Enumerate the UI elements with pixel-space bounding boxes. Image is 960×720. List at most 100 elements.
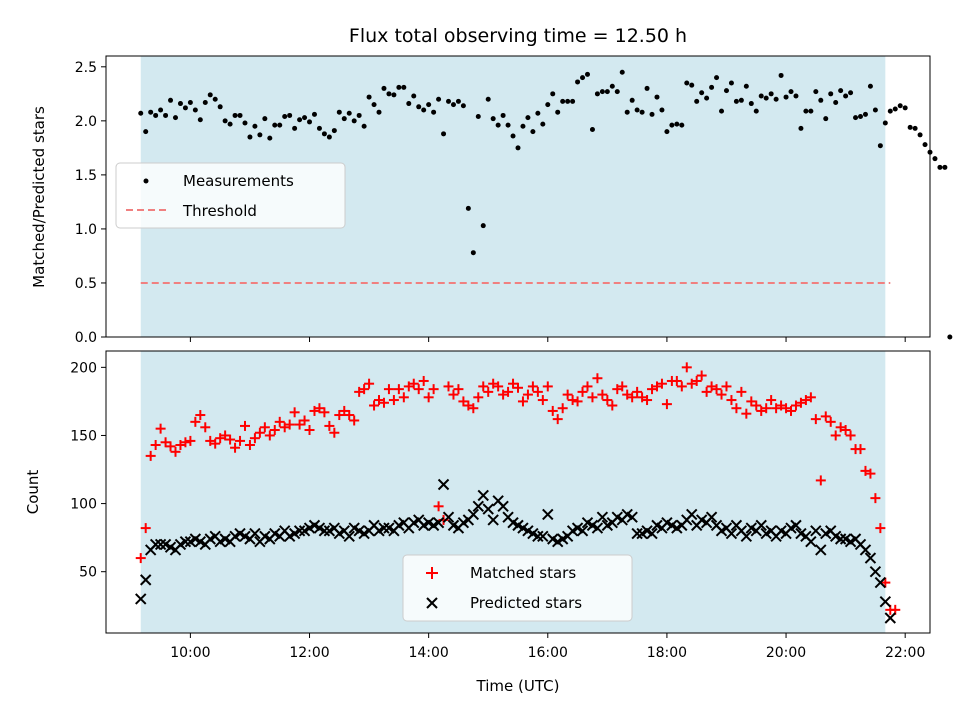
predicted-point bbox=[864, 552, 877, 564]
measurement-point bbox=[882, 120, 888, 126]
measurement-point bbox=[887, 108, 893, 114]
measurement-point bbox=[510, 133, 516, 139]
x-tick-label: 14:00 bbox=[408, 645, 448, 661]
matched-point bbox=[393, 384, 404, 395]
matched-point bbox=[329, 427, 340, 438]
measurement-point bbox=[862, 111, 868, 117]
measurement-point bbox=[431, 109, 437, 115]
measurement-point bbox=[197, 117, 203, 123]
predicted-point bbox=[815, 544, 827, 556]
predicted-point bbox=[755, 519, 767, 532]
measurement-point bbox=[277, 122, 283, 128]
measurement-point bbox=[222, 118, 228, 124]
measurement-point bbox=[619, 69, 625, 75]
predicted-point bbox=[725, 527, 738, 540]
matched-point bbox=[855, 444, 866, 455]
matched-point bbox=[344, 410, 355, 421]
measurement-point bbox=[798, 125, 804, 131]
matched-point bbox=[870, 493, 881, 504]
measurement-point bbox=[262, 116, 268, 122]
measurement-point bbox=[694, 98, 700, 104]
measurement-point bbox=[455, 98, 461, 104]
matched-point bbox=[786, 405, 797, 416]
measurement-point bbox=[177, 101, 183, 107]
matched-point bbox=[483, 386, 494, 397]
predicted-point bbox=[437, 478, 450, 491]
count-y-ticks: 50 100 150 200 bbox=[70, 360, 106, 581]
matched-point bbox=[517, 396, 528, 407]
matched-point bbox=[180, 437, 191, 448]
measurement-point bbox=[158, 107, 164, 113]
x-tick-label: 12:00 bbox=[289, 645, 329, 661]
measurement-point bbox=[267, 135, 273, 141]
matched-point bbox=[582, 381, 593, 392]
matched-point bbox=[383, 384, 394, 395]
predicted-point bbox=[859, 544, 872, 556]
matched-point bbox=[736, 386, 747, 397]
measurement-point bbox=[833, 99, 839, 105]
matched-point bbox=[627, 392, 638, 403]
ratio-y-axis-label: Matched/Predicted stars bbox=[30, 106, 48, 288]
matched-point bbox=[656, 378, 667, 389]
measurement-point bbox=[535, 110, 541, 116]
measurement-point bbox=[515, 145, 521, 151]
measurement-point bbox=[292, 125, 298, 131]
y-tick-label: 2.5 bbox=[75, 60, 97, 76]
measurement-point bbox=[853, 115, 859, 121]
measurement-point bbox=[495, 122, 501, 128]
matched-point bbox=[190, 416, 201, 427]
measurement-point bbox=[793, 93, 799, 99]
measurement-point bbox=[614, 89, 620, 95]
measurement-point bbox=[331, 128, 337, 134]
measurement-point bbox=[311, 111, 317, 117]
measurement-point bbox=[401, 84, 407, 90]
measurement-point bbox=[282, 114, 288, 120]
measurement-point bbox=[500, 112, 506, 118]
predicted-point bbox=[542, 508, 554, 521]
measurement-point bbox=[297, 117, 303, 123]
measurement-point bbox=[922, 142, 928, 148]
y-tick-label: 0.0 bbox=[75, 330, 97, 346]
measurement-point bbox=[778, 72, 784, 78]
measurement-point bbox=[689, 82, 695, 88]
measurement-point bbox=[828, 91, 834, 97]
measurement-point bbox=[719, 108, 725, 114]
count-legend: Matched stars Predicted stars bbox=[402, 554, 633, 622]
legend-threshold-label: Threshold bbox=[182, 202, 257, 220]
measurement-point bbox=[525, 115, 531, 121]
measurement-point bbox=[684, 80, 690, 86]
matched-point bbox=[607, 400, 618, 411]
measurement-point bbox=[818, 97, 824, 103]
matched-point bbox=[135, 553, 146, 564]
measurement-point bbox=[584, 71, 590, 77]
matched-point bbox=[473, 392, 484, 403]
matched-point bbox=[388, 395, 399, 406]
matched-point bbox=[140, 523, 151, 534]
matched-point bbox=[423, 392, 434, 403]
matched-point bbox=[587, 392, 598, 403]
matched-point bbox=[269, 425, 280, 436]
measurement-point bbox=[723, 88, 729, 94]
matched-point bbox=[513, 382, 523, 393]
predicted-point bbox=[140, 574, 152, 586]
matched-point bbox=[547, 405, 558, 416]
predicted-point bbox=[686, 508, 698, 521]
matched-point bbox=[369, 400, 380, 411]
matched-point bbox=[875, 523, 886, 534]
matched-point bbox=[537, 395, 548, 406]
matched-point bbox=[632, 386, 643, 397]
predicted-point bbox=[869, 565, 882, 578]
measurement-point bbox=[783, 94, 789, 100]
measurement-point bbox=[351, 118, 357, 124]
matched-point bbox=[413, 384, 424, 395]
measurement-point bbox=[346, 110, 352, 116]
legend-measurements-marker bbox=[143, 178, 149, 184]
measurement-point bbox=[604, 89, 610, 95]
measurement-point bbox=[470, 250, 476, 256]
predicted-point bbox=[467, 508, 480, 521]
matched-point bbox=[701, 386, 712, 397]
predicted-point bbox=[646, 527, 658, 540]
measurement-point bbox=[163, 112, 169, 118]
matched-point bbox=[810, 414, 821, 425]
legend-matched-label: Matched stars bbox=[470, 564, 576, 582]
